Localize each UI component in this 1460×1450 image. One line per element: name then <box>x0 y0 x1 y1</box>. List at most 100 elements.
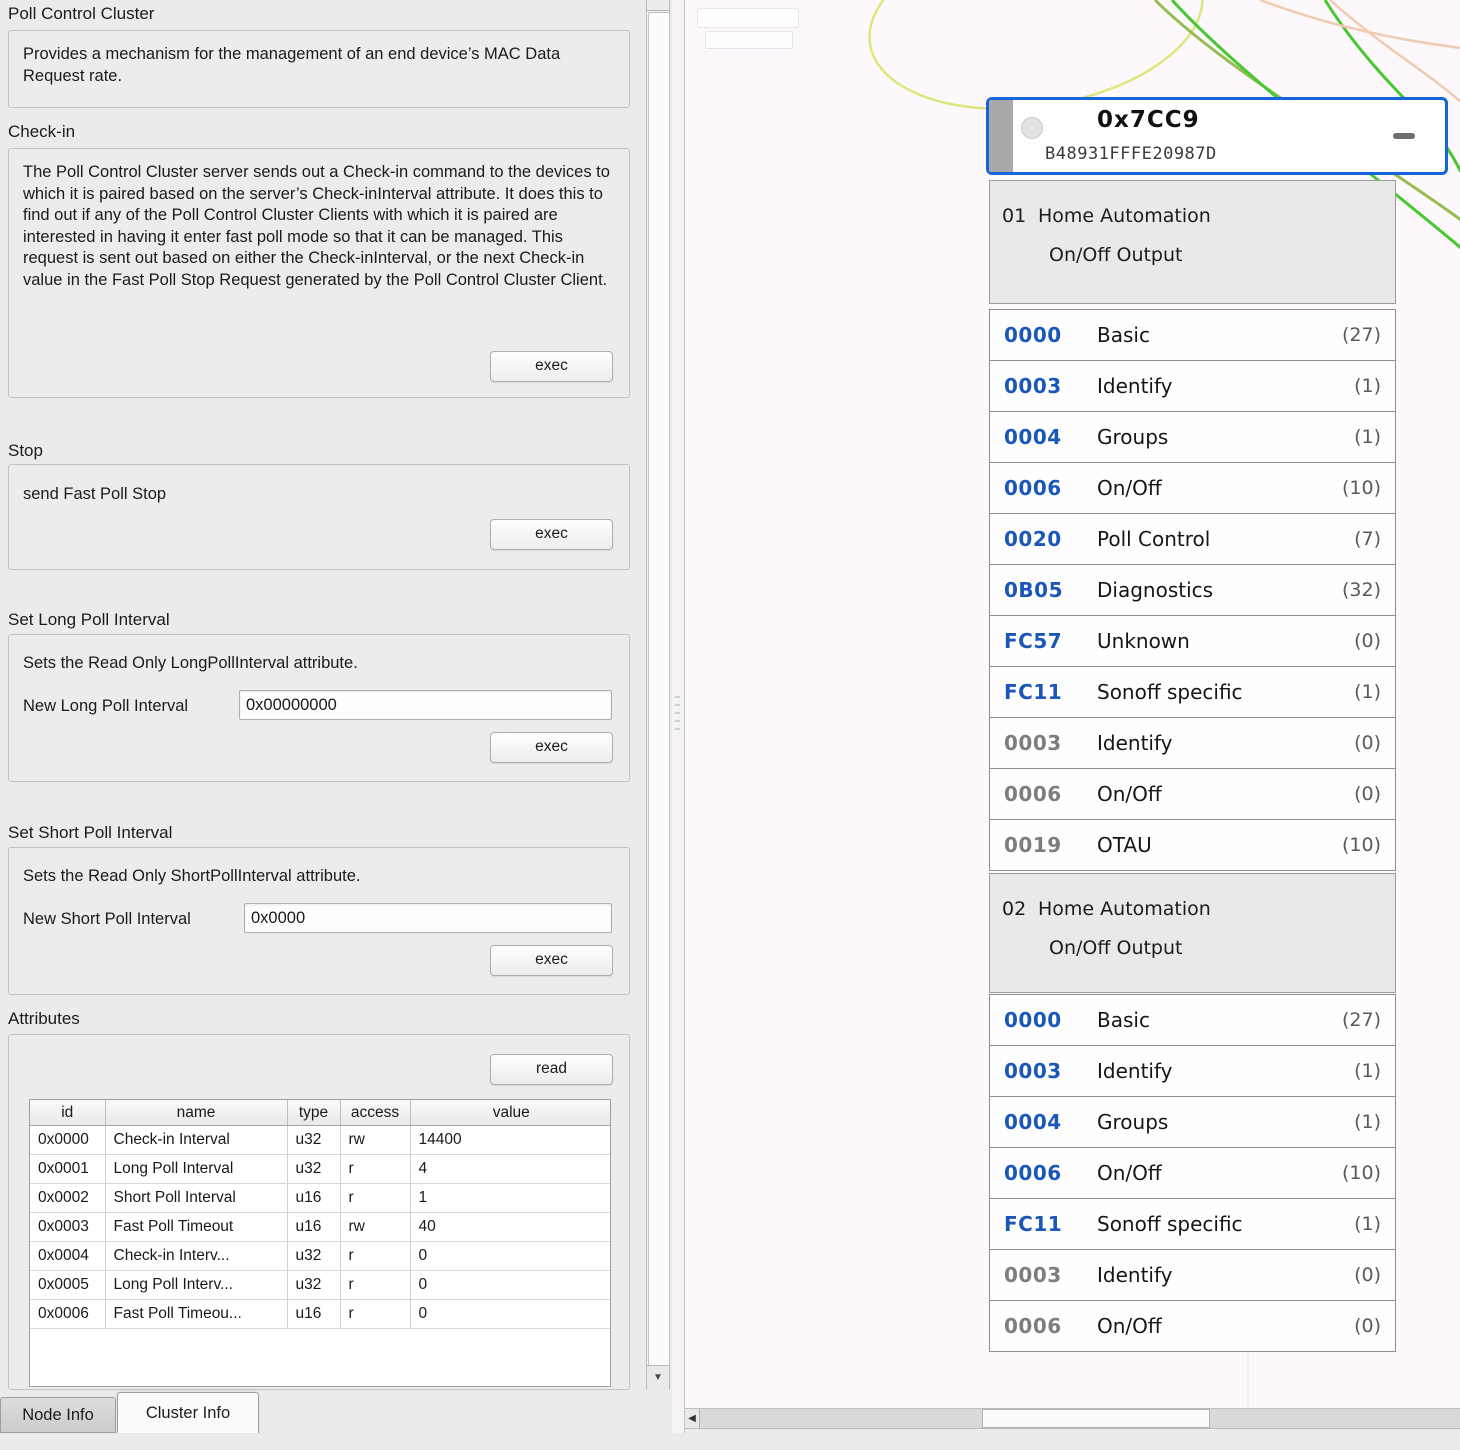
long-poll-label: Set Long Poll Interval <box>8 610 170 629</box>
cluster-name: Identify <box>1097 1059 1173 1083</box>
endpoint-header[interactable]: 01 Home Automation On/Off Output <box>989 180 1396 304</box>
attributes-column-header[interactable]: value <box>410 1100 610 1126</box>
attributes-table-body: 0x0000 Check-in Interval u32 rw 14400 0x0001 L… <box>30 1125 610 1329</box>
cluster-code: 0006 <box>1004 782 1062 806</box>
attribute-cell: 0x0006 <box>30 1299 106 1329</box>
cluster-attr-count: (32) <box>1341 579 1381 601</box>
endpoint-header[interactable]: 02 Home Automation On/Off Output <box>989 873 1396 993</box>
cluster-row[interactable]: 0003 Identify (0) <box>989 717 1396 769</box>
attributes-column-header[interactable]: access <box>340 1100 411 1126</box>
attribute-row[interactable]: 0x0002 Short Poll Interval u16 r 1 <box>30 1183 610 1213</box>
cluster-row[interactable]: 0019 OTAU (10) <box>989 819 1396 871</box>
node-view-hscrollbar[interactable]: ◀ <box>685 1408 1460 1429</box>
cluster-row[interactable]: 0004 Groups (1) <box>989 411 1396 463</box>
attribute-cell: r <box>340 1299 411 1329</box>
cluster-row[interactable]: 0020 Poll Control (7) <box>989 513 1396 565</box>
cluster-row[interactable]: 0000 Basic (27) <box>989 994 1396 1046</box>
attribute-row[interactable]: 0x0003 Fast Poll Timeout u16 rw 40 <box>30 1212 610 1242</box>
node-mac-address: B48931FFFE20987D <box>1045 144 1217 164</box>
cluster-attr-count: (0) <box>1354 1264 1381 1286</box>
cluster-row[interactable]: 0003 Identify (1) <box>989 360 1396 412</box>
cluster-title: Poll Control Cluster <box>8 4 155 23</box>
cluster-row[interactable]: 0006 On/Off (0) <box>989 768 1396 820</box>
pane-splitter[interactable] <box>672 0 684 1450</box>
cluster-code: 0006 <box>1004 1314 1062 1338</box>
cluster-row[interactable]: FC11 Sonoff specific (1) <box>989 1198 1396 1250</box>
cluster-row[interactable]: 0003 Identify (0) <box>989 1249 1396 1301</box>
attribute-cell: rw <box>340 1212 411 1242</box>
cluster-name: Groups <box>1097 1110 1169 1134</box>
cluster-row[interactable]: 0004 Groups (1) <box>989 1096 1396 1148</box>
stop-exec-button[interactable]: exec <box>490 519 613 550</box>
cluster-name: Identify <box>1097 1263 1173 1287</box>
cluster-code: FC11 <box>1004 1212 1063 1236</box>
cluster-attr-count: (1) <box>1354 1213 1381 1235</box>
short-poll-input[interactable] <box>244 903 612 933</box>
attributes-label: Attributes <box>8 1009 80 1028</box>
endpoint-device-type: On/Off Output <box>1049 244 1183 266</box>
background-node[interactable] <box>705 31 793 49</box>
attribute-row[interactable]: 0x0006 Fast Poll Timeou... u16 r 0 <box>30 1299 610 1329</box>
cluster-code: 0B05 <box>1004 578 1063 602</box>
attributes-column-header[interactable]: name <box>105 1100 288 1126</box>
cluster-row[interactable]: 0000 Basic (27) <box>989 309 1396 361</box>
attribute-row[interactable]: 0x0000 Check-in Interval u32 rw 14400 <box>30 1125 610 1155</box>
cluster-name: Identify <box>1097 731 1173 755</box>
cluster-row[interactable]: FC57 Unknown (0) <box>989 615 1396 667</box>
attribute-row[interactable]: 0x0004 Check-in Interv... u32 r 0 <box>30 1241 610 1271</box>
cluster-code: 0004 <box>1004 1110 1062 1134</box>
collapse-node-icon[interactable] <box>1393 133 1415 139</box>
attribute-cell: 0x0001 <box>30 1154 106 1184</box>
tab-node-info[interactable]: Node Info <box>0 1397 116 1433</box>
long-poll-input[interactable] <box>239 690 612 720</box>
node-card[interactable]: 0x7CC9 B48931FFFE20987D <box>986 97 1448 175</box>
endpoint-title: 02 Home Automation <box>1002 898 1395 920</box>
attributes-column-header[interactable]: type <box>287 1100 341 1126</box>
scrollbar-thumb[interactable] <box>648 12 670 1366</box>
node-status-indicator-icon <box>1021 117 1043 139</box>
cluster-row[interactable]: 0B05 Diagnostics (32) <box>989 564 1396 616</box>
left-panel-scrollbar[interactable]: ▼ <box>646 0 670 1390</box>
cluster-code: 0000 <box>1004 323 1062 347</box>
scrollbar-top-button[interactable] <box>647 0 669 11</box>
checkin-exec-button[interactable]: exec <box>490 351 613 382</box>
tab-cluster-info[interactable]: Cluster Info <box>117 1392 259 1433</box>
splitter-handle-icon[interactable] <box>675 696 680 732</box>
attributes-table-header: id name type access value <box>30 1100 610 1126</box>
scroll-left-icon[interactable]: ◀ <box>685 1409 700 1428</box>
cluster-name: On/Off <box>1097 782 1162 806</box>
attribute-cell: u32 <box>287 1125 341 1155</box>
cluster-row[interactable]: 0006 On/Off (10) <box>989 1147 1396 1199</box>
node-view: 0x7CC9 B48931FFFE20987D 01 Home Automatio… <box>684 0 1460 1450</box>
attribute-cell: 0x0004 <box>30 1241 106 1271</box>
hscrollbar-thumb[interactable] <box>982 1409 1210 1428</box>
attribute-cell: 0 <box>410 1299 610 1329</box>
attribute-cell: u32 <box>287 1270 341 1300</box>
checkin-label: Check-in <box>8 122 76 141</box>
endpoint-id: 01 <box>1002 205 1027 227</box>
short-poll-exec-button[interactable]: exec <box>490 945 613 976</box>
cluster-attr-count: (7) <box>1354 528 1381 550</box>
cluster-code: FC57 <box>1004 629 1063 653</box>
attribute-row[interactable]: 0x0005 Long Poll Interv... u32 r 0 <box>30 1270 610 1300</box>
background-node[interactable] <box>697 8 799 28</box>
cluster-row[interactable]: 0006 On/Off (0) <box>989 1300 1396 1352</box>
stop-box: send Fast Poll Stop exec <box>8 464 630 570</box>
checkin-box: The Poll Control Cluster server sends ou… <box>8 148 630 398</box>
long-poll-exec-button[interactable]: exec <box>490 732 613 763</box>
attributes-read-button[interactable]: read <box>490 1054 613 1085</box>
cluster-row[interactable]: 0006 On/Off (10) <box>989 462 1396 514</box>
node-drag-bar[interactable] <box>989 100 1013 172</box>
attribute-cell: 0 <box>410 1270 610 1300</box>
attribute-cell: Check-in Interv... <box>105 1241 288 1271</box>
attribute-row[interactable]: 0x0001 Long Poll Interval u32 r 4 <box>30 1154 610 1184</box>
scroll-down-icon[interactable]: ▼ <box>647 1365 669 1390</box>
cluster-row[interactable]: FC11 Sonoff specific (1) <box>989 666 1396 718</box>
attribute-cell: 40 <box>410 1212 610 1242</box>
cluster-row[interactable]: 0003 Identify (1) <box>989 1045 1396 1097</box>
attributes-column-header[interactable]: id <box>30 1100 106 1126</box>
short-poll-label: Set Short Poll Interval <box>8 823 173 842</box>
attribute-cell: 0x0002 <box>30 1183 106 1213</box>
cluster-attr-count: (1) <box>1354 681 1381 703</box>
endpoint-profile: Home Automation <box>1038 898 1211 920</box>
